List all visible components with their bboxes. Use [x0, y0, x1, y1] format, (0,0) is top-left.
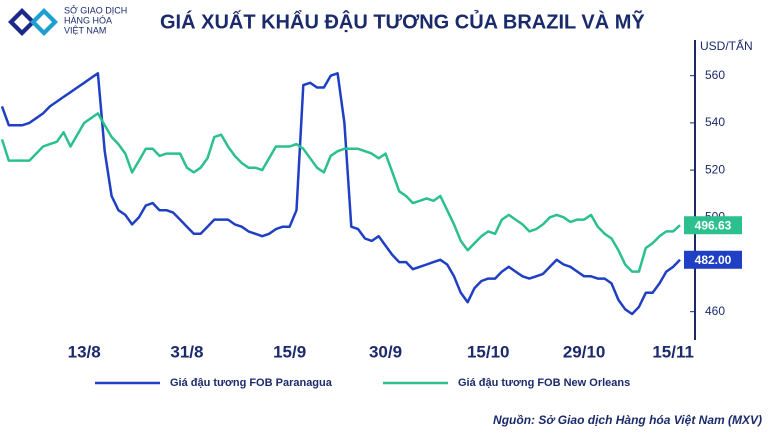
y-tick-label: 560 — [705, 68, 725, 82]
logo: SỞ GIAO DỊCH HÀNG HÓA VIỆT NAM — [8, 4, 127, 36]
logo-shape — [30, 8, 58, 36]
x-tick-label: 13/8 — [68, 342, 101, 361]
source: Nguồn: Sở Giao dịch Hàng hóa Việt Nam (M… — [493, 413, 762, 427]
logo-text: HÀNG HÓA — [64, 15, 112, 25]
x-tick-label: 30/9 — [369, 342, 402, 361]
x-tick-label: 15/10 — [467, 342, 510, 361]
x-tick-label: 31/8 — [170, 342, 203, 361]
x-tick-label: 15/9 — [273, 342, 306, 361]
value-label: 482.00 — [695, 253, 732, 267]
legend-label: Giá đậu tương FOB New Orleans — [458, 377, 630, 389]
y-axis-label: USD/TẤN — [700, 38, 753, 53]
y-tick-label: 520 — [705, 162, 725, 176]
logo-shape — [8, 8, 36, 36]
value-label: 496.63 — [695, 218, 732, 232]
legend-label: Giá đậu tương FOB Paranagua — [170, 377, 333, 389]
series-line — [0, 112, 681, 273]
y-tick-label: 540 — [705, 115, 725, 129]
y-tick-label: 460 — [705, 304, 725, 318]
value-label-box — [684, 216, 742, 235]
logo-text: VIỆT NAM — [64, 25, 106, 35]
x-tick-label: 15/11 — [652, 342, 694, 361]
logo-text: SỞ GIAO DỊCH — [64, 4, 127, 15]
series-line — [0, 72, 681, 316]
chart-title: GIÁ XUẤT KHẨU ĐẬU TƯƠNG CỦA BRAZIL VÀ MỸ — [160, 9, 645, 33]
x-tick-label: 29/10 — [563, 342, 606, 361]
value-label-box — [684, 250, 742, 269]
